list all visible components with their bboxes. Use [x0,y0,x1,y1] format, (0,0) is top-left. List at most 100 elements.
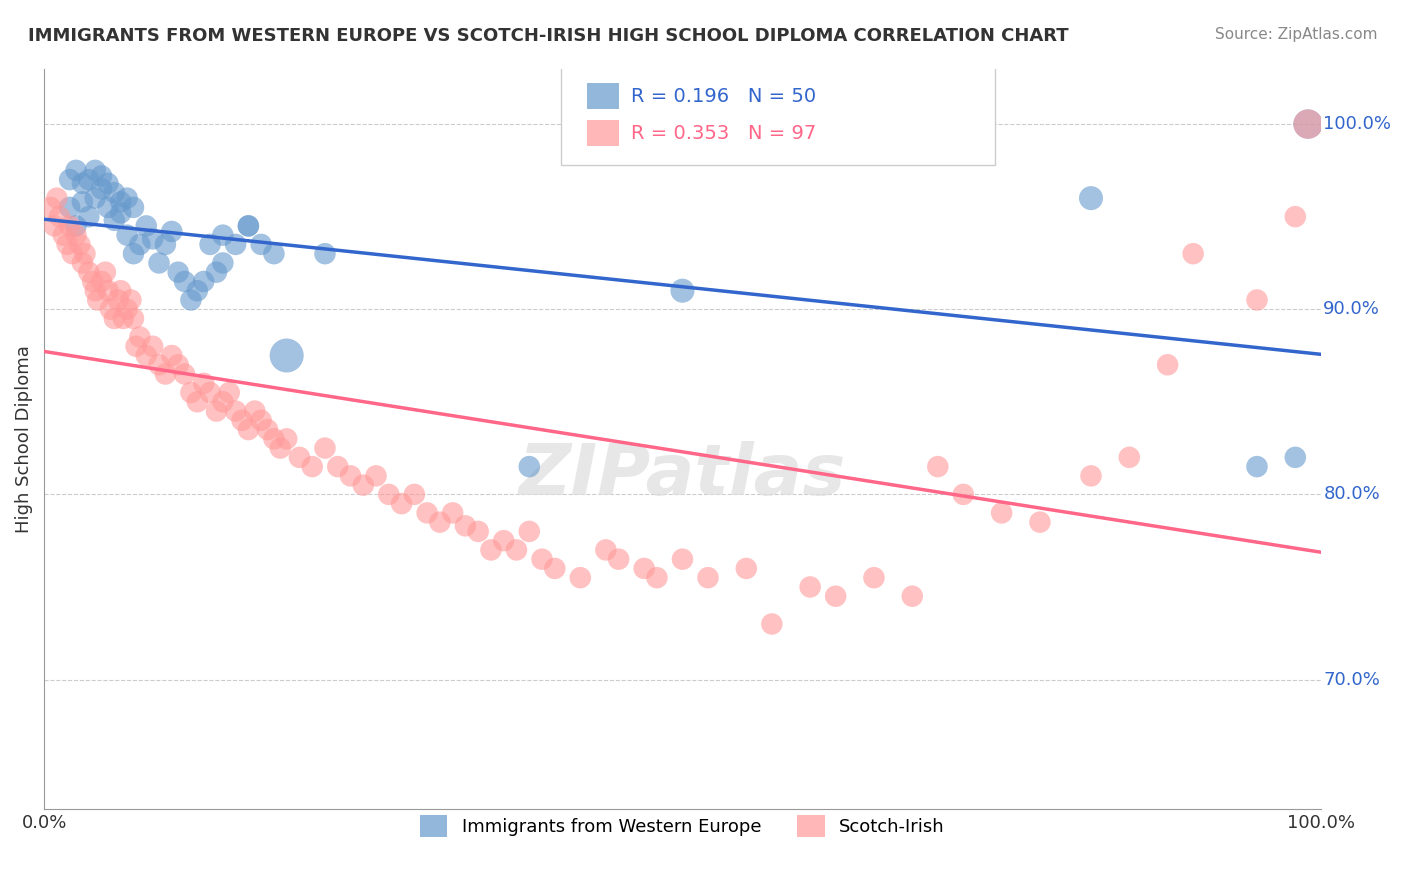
Point [863,571,886,585]
Point [122,200,145,214]
Point [211,228,233,243]
Point [180,385,202,400]
Text: 90.0%: 90.0% [1323,301,1381,318]
Point [72,194,94,209]
Point [39,200,62,214]
Point [1080,468,1102,483]
Point [103,186,125,200]
Text: 70.0%: 70.0% [1323,671,1381,689]
Point [167,358,190,372]
FancyBboxPatch shape [586,83,619,109]
Text: R = 0.196   N = 50: R = 0.196 N = 50 [631,87,817,106]
Point [404,487,426,501]
Point [544,561,567,575]
Text: ZIPatlas: ZIPatlas [519,442,846,510]
Point [205,404,228,418]
Point [1296,117,1319,131]
Point [142,339,165,353]
Point [97,177,120,191]
Point [1296,117,1319,131]
Point [135,349,157,363]
Point [595,543,617,558]
Point [97,200,120,214]
Point [155,237,177,252]
Point [107,293,129,307]
Point [173,275,195,289]
Point [148,256,170,270]
Point [238,219,260,233]
Point [84,284,107,298]
Point [65,228,87,243]
Point [1246,293,1268,307]
Point [256,423,278,437]
Point [186,394,208,409]
Point [517,459,540,474]
Point [263,432,285,446]
Point [339,468,361,483]
Point [103,213,125,227]
Point [824,589,846,603]
Point [927,459,949,474]
FancyBboxPatch shape [561,65,995,165]
Point [82,275,104,289]
Point [531,552,554,566]
Point [211,394,233,409]
Point [103,311,125,326]
FancyBboxPatch shape [586,120,619,146]
Y-axis label: High School Diploma: High School Diploma [15,345,32,533]
Point [1246,459,1268,474]
Point [479,543,502,558]
Point [84,191,107,205]
Point [314,441,336,455]
Point [238,423,260,437]
Point [735,561,758,575]
Point [225,237,247,252]
Point [77,210,100,224]
Point [173,367,195,381]
Point [100,302,122,317]
Point [186,284,208,298]
Point [288,450,311,465]
Text: R = 0.353   N = 97: R = 0.353 N = 97 [631,124,817,144]
Point [761,617,783,632]
Point [135,219,157,233]
Point [59,219,82,233]
Point [901,589,924,603]
Point [314,246,336,260]
Point [269,441,291,455]
Point [645,571,668,585]
Point [167,265,190,279]
Point [115,228,138,243]
Point [492,533,515,548]
Point [505,543,527,558]
Point [77,172,100,186]
Point [180,293,202,307]
Point [77,265,100,279]
Text: 80.0%: 80.0% [1323,485,1381,503]
Point [69,237,91,252]
Point [115,302,138,317]
Point [263,246,285,260]
Point [633,561,655,575]
Point [120,293,142,307]
Point [90,275,112,289]
Point [52,228,75,243]
Legend: Immigrants from Western Europe, Scotch-Irish: Immigrants from Western Europe, Scotch-I… [413,808,952,845]
Point [276,349,298,363]
Point [429,515,451,529]
Text: 100.0%: 100.0% [1323,115,1392,133]
Point [218,385,240,400]
Point [467,524,489,539]
Point [238,219,260,233]
Point [73,246,96,260]
Point [115,191,138,205]
Point [225,404,247,418]
Point [122,311,145,326]
Point [250,237,273,252]
Point [193,376,215,391]
Point [671,284,693,298]
Point [59,200,82,214]
Point [250,413,273,427]
Point [160,224,183,238]
Point [211,256,233,270]
